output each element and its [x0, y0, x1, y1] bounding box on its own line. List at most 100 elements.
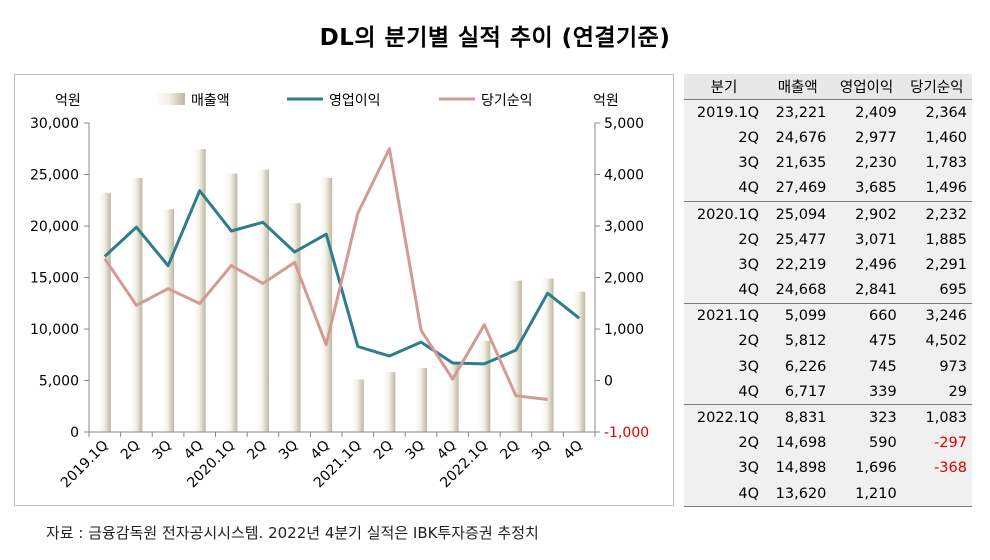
- value-cell: 25,094: [764, 200, 832, 228]
- results-table: 분기 매출액 영업이익 당기순익 2019.1Q 23,221 2,409 2,364…: [684, 74, 972, 508]
- value-cell: 1,783: [901, 150, 972, 176]
- page-title: DL의 분기별 실적 추이 (연결기준): [319, 25, 671, 51]
- table-row: 4Q 6,717 339 29: [684, 379, 972, 405]
- bar-sales: [541, 278, 554, 432]
- y-right-axis-label: 억원: [593, 93, 619, 109]
- combo-chart: 0 5,000 10,000 15,000 20,000 25,000 30,000 -1,0…: [30, 93, 649, 491]
- header-cell: 매출액: [764, 74, 832, 101]
- y-left-axis-label: 억원: [55, 93, 81, 109]
- value-cell: 973: [901, 354, 972, 380]
- x-tick-label: 2Q: [118, 438, 143, 463]
- period-cell: 3Q: [684, 455, 765, 481]
- table-row: 2019.1Q 23,221 2,409 2,364: [684, 99, 972, 126]
- table-row: 2021.1Q 5,099 660 3,246: [684, 302, 972, 329]
- y-left-tick-label: 15,000: [30, 271, 79, 287]
- x-tick-label: 3Q: [276, 438, 301, 463]
- value-cell: 2,291: [901, 252, 972, 278]
- value-cell: 29: [901, 379, 972, 405]
- table-row: 2Q 14,698 590 -297: [684, 430, 972, 456]
- legend-swatch-sales: [155, 93, 185, 105]
- x-tick-label: 2Q: [371, 438, 396, 463]
- y-left-tick-label: 25,000: [30, 168, 79, 184]
- value-cell: 27,469: [764, 175, 832, 202]
- chart-panel: 0 5,000 10,000 15,000 20,000 25,000 30,000 -1,0…: [14, 74, 674, 506]
- value-cell: 23,221: [764, 99, 832, 126]
- value-cell: 2,409: [831, 99, 902, 126]
- table-row: 3Q 22,219 2,496 2,291: [684, 252, 972, 278]
- period-cell: 2020.1Q: [684, 200, 765, 228]
- bar-sales: [193, 149, 206, 432]
- table-row: 2Q 24,676 2,977 1,460: [684, 125, 972, 151]
- value-cell: 5,099: [764, 302, 832, 329]
- table-row: 3Q 6,226 745 973: [684, 354, 972, 380]
- value-cell: 4,502: [901, 328, 972, 355]
- value-cell: 2,364: [901, 99, 972, 126]
- bar-sales: [446, 362, 459, 432]
- bar-sales: [256, 169, 269, 432]
- value-cell: 745: [831, 354, 902, 380]
- bar-sales: [98, 192, 111, 432]
- y-right-tick-label: 2,000: [604, 271, 644, 287]
- bar-sales: [478, 341, 491, 432]
- table-row: 4Q 13,620 1,210: [684, 481, 972, 508]
- legend-label: 영업이익: [329, 93, 381, 109]
- x-tick-label: 4Q: [434, 438, 459, 463]
- value-cell: 24,668: [764, 277, 832, 304]
- value-cell: 2,977: [831, 125, 902, 151]
- value-cell: 1,210: [831, 481, 902, 508]
- period-cell: 4Q: [684, 379, 765, 405]
- header-cell: 당기순익: [901, 74, 972, 101]
- value-cell: 1,496: [901, 175, 972, 202]
- legend-label: 당기순익: [481, 93, 533, 109]
- x-tick-label: 4Q: [561, 438, 586, 463]
- value-cell: 14,898: [764, 455, 832, 481]
- bar-sales: [288, 203, 301, 432]
- bar-sales: [415, 367, 428, 432]
- value-cell: 1,696: [831, 455, 902, 481]
- table-body: 2019.1Q 23,221 2,409 2,364 2Q 24,676 2,977 1,46…: [684, 99, 972, 508]
- y-right-tick-label: 1,000: [604, 322, 644, 338]
- value-cell: 14,698: [764, 430, 832, 456]
- line-net-income: [103, 147, 548, 401]
- table-row: 2Q 25,477 3,071 1,885: [684, 227, 972, 253]
- period-cell: 2022.1Q: [684, 404, 765, 431]
- value-cell: -368: [901, 455, 972, 481]
- period-cell: 3Q: [684, 150, 765, 176]
- header-cell: 영업이익: [831, 74, 902, 101]
- table-header-row: 분기 매출액 영업이익 당기순익: [684, 74, 972, 101]
- y-right-tick-label: 4,000: [604, 168, 644, 184]
- bar-sales: [573, 291, 586, 432]
- y-right-tick-label: 0: [604, 374, 613, 390]
- value-cell: 339: [831, 379, 902, 405]
- value-cell: 323: [831, 404, 902, 431]
- period-cell: 2Q: [684, 227, 765, 253]
- x-tick-label: 3Q: [149, 438, 174, 463]
- y-left-tick-label: 10,000: [30, 322, 79, 338]
- table-row: 4Q 24,668 2,841 695: [684, 277, 972, 304]
- y-right-tick-label: 5,000: [604, 116, 644, 132]
- value-cell: 695: [901, 277, 972, 304]
- value-cell: 5,812: [764, 328, 832, 355]
- value-cell: 590: [831, 430, 902, 456]
- period-cell: 2Q: [684, 125, 765, 151]
- bar-sales: [320, 177, 333, 432]
- value-cell: [901, 481, 972, 508]
- bar-sales: [383, 372, 396, 432]
- value-cell: 25,477: [764, 227, 832, 253]
- x-tick-label: 4Q: [181, 438, 206, 463]
- period-cell: 2019.1Q: [684, 99, 765, 126]
- value-cell: 6,226: [764, 354, 832, 380]
- bar-sales: [162, 209, 175, 432]
- table-row: 4Q 27,469 3,685 1,496: [684, 175, 972, 202]
- value-cell: 6,717: [764, 379, 832, 405]
- source-note: 자료 : 금융감독원 전자공시시스템. 2022년 4분기 실적은 IBK투자증…: [46, 524, 539, 542]
- y-left-tick-label: 20,000: [30, 219, 79, 235]
- y-left-tick-label: 5,000: [39, 374, 79, 390]
- x-tick-label: 4Q: [308, 438, 333, 463]
- table-row: 2Q 5,812 475 4,502: [684, 328, 972, 355]
- value-cell: 24,676: [764, 125, 832, 151]
- value-cell: 22,219: [764, 252, 832, 278]
- value-cell: 1,460: [901, 125, 972, 151]
- value-cell: 21,635: [764, 150, 832, 176]
- value-cell: -297: [901, 430, 972, 456]
